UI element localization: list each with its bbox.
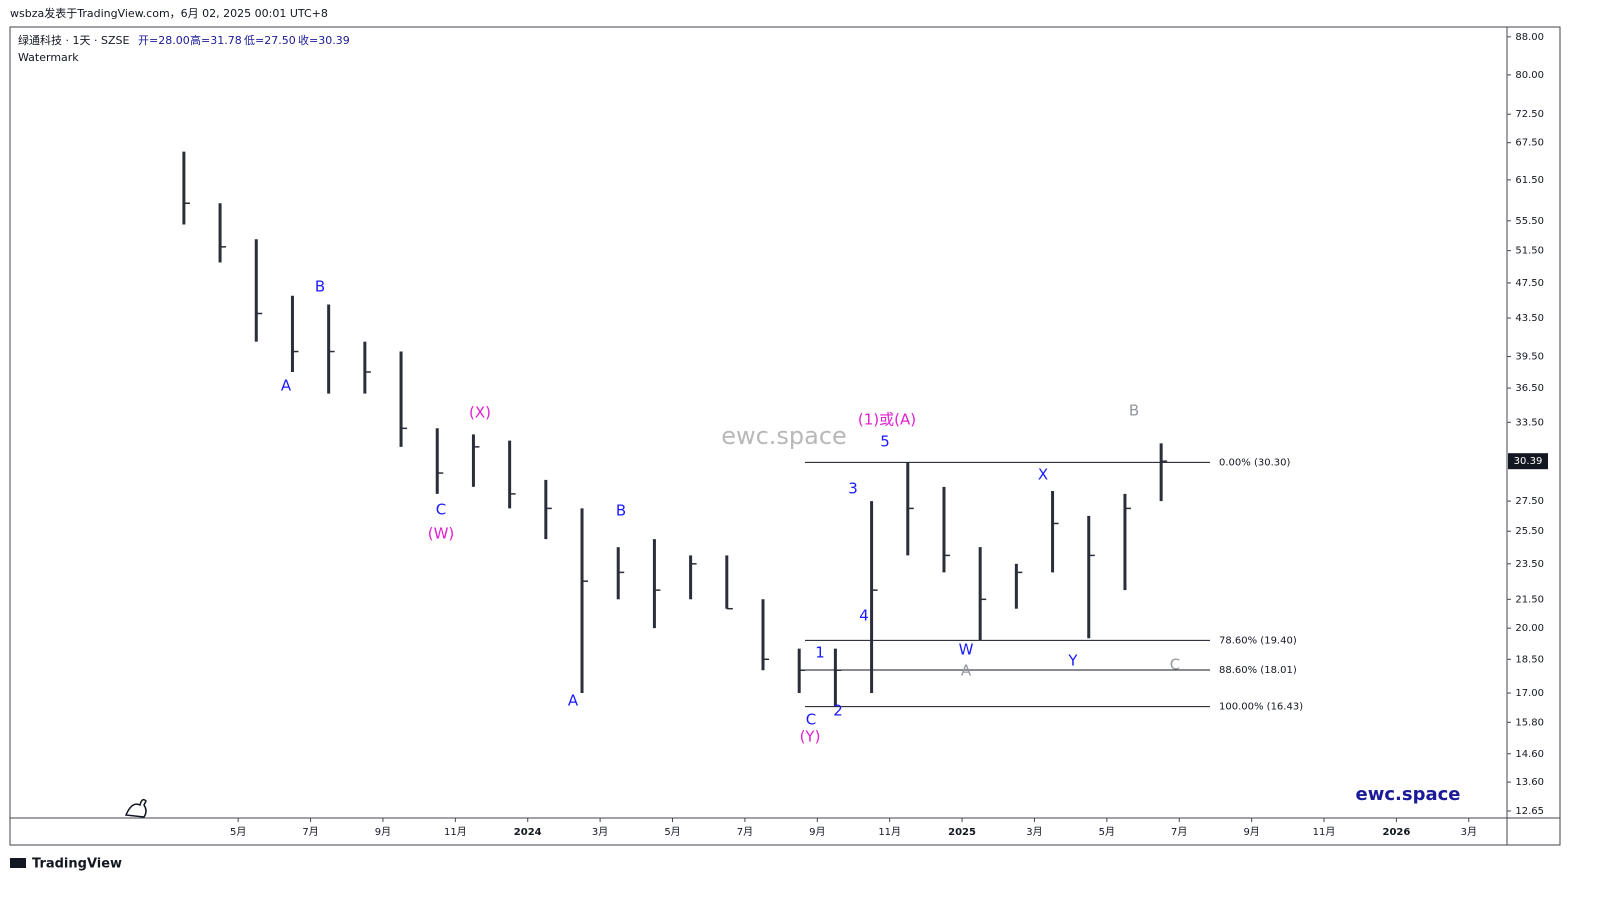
wave-label: C <box>1170 656 1180 674</box>
y-tick-label: 55.50 <box>1515 216 1544 227</box>
watermark: ewc.space <box>721 422 847 450</box>
y-tick-label: 23.50 <box>1515 559 1544 570</box>
y-tick-label: 20.00 <box>1515 623 1544 634</box>
wave-label: A <box>961 662 972 680</box>
fib-label: 78.60% (19.40) <box>1219 635 1297 646</box>
y-tick-label: 27.50 <box>1515 496 1544 507</box>
x-tick-label: 2024 <box>514 827 542 838</box>
wave-label: Y <box>1067 652 1078 670</box>
wave-label: (Y) <box>800 728 821 746</box>
wave-label: 4 <box>859 607 869 625</box>
logo-icon <box>124 798 147 818</box>
wave-label: 3 <box>848 480 858 498</box>
wave-label: 5 <box>880 433 890 451</box>
x-tick-label: 5月 <box>1099 826 1115 838</box>
x-tick-label: 9月 <box>375 826 391 838</box>
fib-label: 100.00% (16.43) <box>1219 702 1303 713</box>
ohlc-close: 收=30.39 <box>298 33 350 47</box>
wave-label: 2 <box>833 702 843 720</box>
ohlc-high: 高=31.78 <box>190 33 242 47</box>
byline: wsbza发表于TradingView.com，6月 02, 2025 00:0… <box>10 6 328 20</box>
wave-label: B <box>616 502 626 520</box>
wave-label: (W) <box>428 525 455 543</box>
x-tick-label: 9月 <box>809 826 825 838</box>
wave-label: X <box>1038 466 1048 484</box>
x-tick-label: 7月 <box>302 826 318 838</box>
y-tick-label: 12.65 <box>1515 806 1544 817</box>
y-tick-label: 47.50 <box>1515 278 1544 289</box>
x-tick-label: 5月 <box>230 826 246 838</box>
y-tick-label: 36.50 <box>1515 383 1544 394</box>
x-tick-label: 7月 <box>737 826 753 838</box>
tv-logo <box>10 858 26 868</box>
wave-label: C <box>806 711 816 729</box>
x-tick-label: 3月 <box>592 826 608 838</box>
y-tick-label: 21.50 <box>1515 594 1544 605</box>
x-tick-label: 11月 <box>1313 826 1336 838</box>
y-tick-label: 67.50 <box>1515 138 1544 149</box>
x-tick-label: 2025 <box>948 827 976 838</box>
wave-label: (1)或(A) <box>858 411 916 429</box>
ohlc-low: 低=27.50 <box>244 34 296 47</box>
y-tick-label: 88.00 <box>1515 32 1544 43</box>
x-tick-label: 3月 <box>1461 826 1477 838</box>
wave-label: A <box>281 377 292 395</box>
y-tick-label: 51.50 <box>1515 246 1544 257</box>
wave-label: C <box>436 501 446 519</box>
y-tick-label: 25.50 <box>1515 526 1544 537</box>
fib-label: 88.60% (18.01) <box>1219 665 1297 676</box>
symbol: 绿通科技 · 1天 · SZSE <box>18 33 129 47</box>
y-tick-label: 18.50 <box>1515 654 1544 665</box>
wave-label: B <box>1129 402 1139 420</box>
x-tick-label: 9月 <box>1243 826 1259 838</box>
x-tick-label: 11月 <box>878 826 901 838</box>
wave-label: W <box>959 641 974 659</box>
frame <box>9 26 1561 846</box>
x-tick-label: 2026 <box>1382 827 1410 838</box>
x-tick-label: 11月 <box>444 826 467 838</box>
y-tick-label: 72.50 <box>1515 109 1544 120</box>
y-tick-label: 39.50 <box>1515 352 1544 363</box>
wave-label: 1 <box>815 644 825 662</box>
y-tick-label: 15.80 <box>1515 717 1544 728</box>
wave-label: B <box>315 278 325 296</box>
y-tick-label: 80.00 <box>1515 70 1544 81</box>
y-tick-label: 17.00 <box>1515 688 1544 699</box>
x-tick-label: 7月 <box>1171 826 1187 838</box>
y-tick-label: 43.50 <box>1515 313 1544 324</box>
y-tick-label: 61.50 <box>1515 175 1544 186</box>
last-price-label: 30.39 <box>1514 456 1543 467</box>
wave-label: A <box>568 692 579 710</box>
x-tick-label: 3月 <box>1026 826 1042 838</box>
wave-label: (X) <box>469 404 491 422</box>
ohlc-open: 开=28.00 <box>138 34 190 47</box>
fib-label: 0.00% (30.30) <box>1219 457 1290 468</box>
brand: ewc.space <box>1356 784 1461 805</box>
y-tick-label: 13.60 <box>1515 777 1544 788</box>
x-tick-label: 5月 <box>664 826 680 838</box>
y-tick-label: 14.60 <box>1515 749 1544 760</box>
last-price-box <box>1508 453 1548 470</box>
y-tick-label: 33.50 <box>1515 417 1544 428</box>
watermark-label: Watermark <box>18 51 79 64</box>
footer: TradingView <box>32 857 122 872</box>
